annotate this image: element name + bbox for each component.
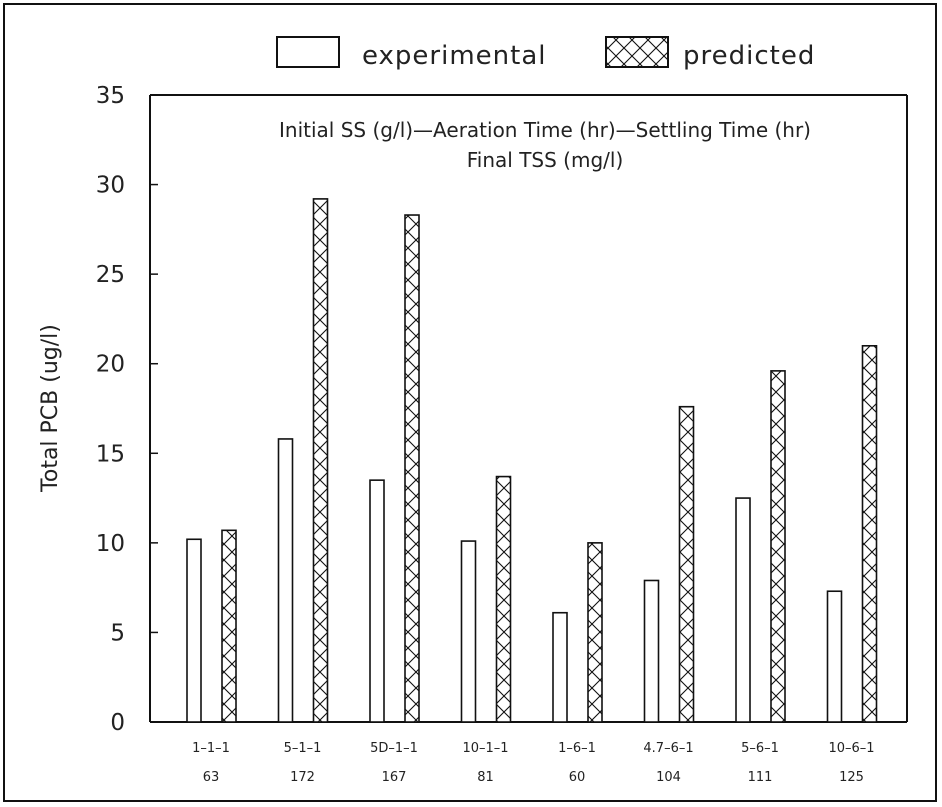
x-category-label: 5–6–1 xyxy=(741,741,779,756)
y-tick-label: 20 xyxy=(96,352,125,378)
legend-label-experimental: experimental xyxy=(362,41,547,71)
bar-predicted-10-6-1 xyxy=(861,344,878,723)
y-tick-label: 25 xyxy=(96,262,125,288)
bar-experimental-5-1-1 xyxy=(277,438,294,723)
bar-predicted-5D-1-1 xyxy=(404,214,420,723)
x-category-label: 5D–1–1 xyxy=(370,741,418,756)
x-labels: 1–1–1 63 5–1–1 172 5D–1–1 167 10–1–1 81 1–6–1 60 4… xyxy=(192,741,874,785)
bar-experimental-1-1-1 xyxy=(186,538,202,723)
legend-swatch-experimental xyxy=(276,36,340,68)
bar-experimental-10-1-1 xyxy=(460,540,477,723)
x-category-sublabel: 125 xyxy=(839,770,864,785)
x-category-label: 1–1–1 xyxy=(192,741,230,756)
y-tick-label: 30 xyxy=(96,173,125,199)
chart-frame xyxy=(3,3,937,802)
plot-area xyxy=(149,94,908,723)
x-category-sublabel: 81 xyxy=(477,770,494,785)
y-tick-label: 15 xyxy=(96,441,125,467)
bar-experimental-5D-1-1 xyxy=(369,479,385,723)
bar-predicted-1-6-1 xyxy=(587,542,603,723)
bar-predicted-1-1-1 xyxy=(221,529,237,723)
y-tick-label: 10 xyxy=(96,531,125,557)
bar-predicted-5-6-1 xyxy=(770,370,786,723)
x-category-sublabel: 167 xyxy=(382,770,407,785)
bar-experimental-1-6-1 xyxy=(552,611,568,723)
y-tick-label: 5 xyxy=(110,620,125,646)
legend: experimental predicted xyxy=(276,36,815,71)
chart-subtitle: Final TSS (mg/l) xyxy=(467,148,624,172)
bar-predicted-10-1-1 xyxy=(495,475,512,723)
y-tick-label: 35 xyxy=(96,83,125,109)
y-tick-label: 0 xyxy=(110,710,125,736)
legend-label-predicted: predicted xyxy=(683,41,815,71)
x-category-label: 10–6–1 xyxy=(828,741,874,756)
x-category-sublabel: 111 xyxy=(748,770,773,785)
bar-experimental-5-6-1 xyxy=(735,497,751,723)
bar-experimental-4.7-6-1 xyxy=(643,579,660,723)
x-category-label: 10–1–1 xyxy=(462,741,508,756)
bar-experimental-10-6-1 xyxy=(826,590,843,723)
x-category-label: 4.7–6–1 xyxy=(643,741,693,756)
x-category-sublabel: 104 xyxy=(656,770,681,785)
y-axis-label: Total PCB (ug/l) xyxy=(38,324,63,493)
x-category-sublabel: 60 xyxy=(569,770,586,785)
x-category-label: 5–1–1 xyxy=(284,741,322,756)
bar-predicted-4.7-6-1 xyxy=(678,405,695,723)
y-ticks: 0 5 10 15 20 25 30 35 xyxy=(96,83,158,736)
x-category-sublabel: 63 xyxy=(203,770,220,785)
x-category-sublabel: 172 xyxy=(290,770,315,785)
bar-predicted-5-1-1 xyxy=(312,198,329,723)
bars xyxy=(186,198,878,723)
x-category-label: 1–6–1 xyxy=(558,741,596,756)
legend-swatch-predicted xyxy=(605,36,669,68)
chart-title: Initial SS (g/l)—Aeration Time (hr)—Sett… xyxy=(279,118,811,142)
